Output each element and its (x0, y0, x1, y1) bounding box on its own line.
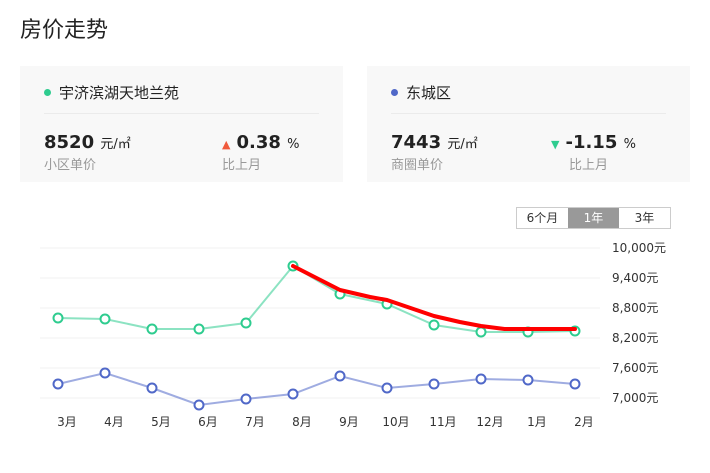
data-point (99, 367, 111, 379)
legend-dot-icon (391, 89, 398, 96)
y-tick-label: 8,800元 (612, 301, 658, 315)
data-point (569, 378, 581, 390)
legend-dot-icon (44, 89, 51, 96)
x-tick-label: 1月 (527, 415, 547, 429)
y-tick-label: 8,200元 (612, 331, 658, 345)
data-point (381, 382, 393, 394)
district-price: 7443 元/㎡ (391, 132, 478, 153)
community-price-label: 小区单价 (44, 158, 97, 173)
y-tick-label: 10,000元 (612, 241, 666, 255)
data-point (475, 373, 487, 385)
district-price-label: 商圈单价 (391, 158, 444, 173)
data-point (240, 317, 252, 329)
y-tick-label: 7,000元 (612, 391, 658, 405)
y-tick-label: 7,600元 (612, 361, 658, 375)
data-point (146, 382, 158, 394)
district-change: ▼ -1.15 % (551, 132, 636, 153)
data-point (99, 313, 111, 325)
community-card: 宇济滨湖天地兰苑 8520 元/㎡ 小区单价 ▲ 0.38 % 比上月 (20, 66, 343, 182)
x-tick-label: 10月 (382, 415, 409, 429)
district-name: 东城区 (406, 84, 452, 102)
x-tick-label: 6月 (198, 415, 218, 429)
data-point (475, 326, 487, 338)
district-card: 东城区 7443 元/㎡ 商圈单价 ▼ -1.15 % 比上月 (367, 66, 690, 182)
divider (44, 113, 319, 114)
data-point (193, 399, 205, 411)
data-point (240, 393, 252, 405)
data-point (146, 323, 158, 335)
triangle-down-icon: ▼ (551, 138, 560, 151)
data-point (428, 319, 440, 331)
annotation-line (291, 264, 577, 331)
x-tick-label: 12月 (476, 415, 503, 429)
x-tick-label: 4月 (104, 415, 124, 429)
x-tick-label: 7月 (245, 415, 265, 429)
data-point (52, 378, 64, 390)
x-tick-label: 9月 (339, 415, 359, 429)
community-price: 8520 元/㎡ (44, 132, 131, 153)
tab-6-months[interactable]: 6个月 (526, 211, 559, 225)
x-tick-label: 5月 (151, 415, 171, 429)
series-line-1 (57, 371, 576, 407)
page-title: 房价走势 (20, 18, 109, 43)
range-tabs: 6个月 1年 3年 (516, 207, 671, 229)
y-tick-label: 9,400元 (612, 271, 658, 285)
x-tick-label: 3月 (57, 415, 77, 429)
divider (391, 113, 666, 114)
community-change-label: 比上月 (222, 158, 262, 173)
data-point (52, 312, 64, 324)
x-tick-label: 8月 (292, 415, 312, 429)
data-point (334, 370, 346, 382)
triangle-up-icon: ▲ (222, 138, 231, 151)
tab-1-year[interactable]: 1年 (568, 208, 619, 228)
data-point (428, 378, 440, 390)
data-point (193, 323, 205, 335)
tab-3-years[interactable]: 3年 (634, 211, 655, 225)
data-point (522, 374, 534, 386)
community-change: ▲ 0.38 % (222, 132, 300, 153)
community-name: 宇济滨湖天地兰苑 (59, 84, 180, 102)
x-tick-label: 2月 (574, 415, 594, 429)
district-change-label: 比上月 (569, 158, 609, 173)
x-tick-label: 11月 (429, 415, 456, 429)
data-point (287, 388, 299, 400)
